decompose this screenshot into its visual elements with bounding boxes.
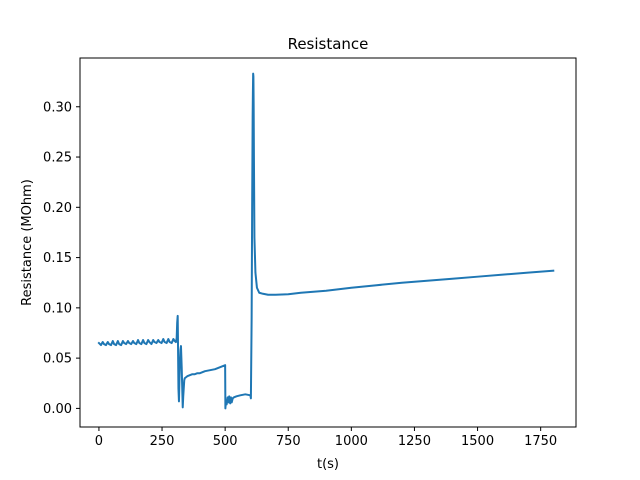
y-axis-label: Resistance (MOhm) bbox=[20, 179, 35, 306]
x-axis: 0 250 500 750 1000 1250 1500 1750 bbox=[95, 427, 557, 449]
x-axis-label: t(s) bbox=[317, 457, 339, 472]
x-tick-label: 500 bbox=[213, 434, 238, 449]
y-tick-label: 0.30 bbox=[43, 100, 72, 115]
y-tick-label: 0.15 bbox=[43, 251, 72, 266]
y-tick-label: 0.25 bbox=[43, 151, 72, 166]
x-tick-label: 1750 bbox=[524, 434, 557, 449]
x-tick-label: 750 bbox=[276, 434, 301, 449]
series-line bbox=[97, 72, 555, 410]
axes-frame bbox=[79, 57, 577, 428]
y-tick-label: 0.20 bbox=[43, 201, 72, 216]
y-tick-label: 0.10 bbox=[43, 301, 72, 316]
y-axis: 0.00 0.05 0.10 0.15 0.20 0.25 0.30 bbox=[43, 100, 80, 417]
x-tick-label: 1500 bbox=[461, 434, 494, 449]
x-tick-label: 1000 bbox=[335, 434, 368, 449]
chart-title: Resistance bbox=[288, 35, 369, 53]
x-tick-label: 250 bbox=[150, 434, 175, 449]
y-tick-label: 0.00 bbox=[43, 402, 72, 417]
x-tick-label: 0 bbox=[95, 434, 103, 449]
x-tick-label: 1250 bbox=[398, 434, 431, 449]
y-tick-label: 0.05 bbox=[43, 352, 72, 367]
